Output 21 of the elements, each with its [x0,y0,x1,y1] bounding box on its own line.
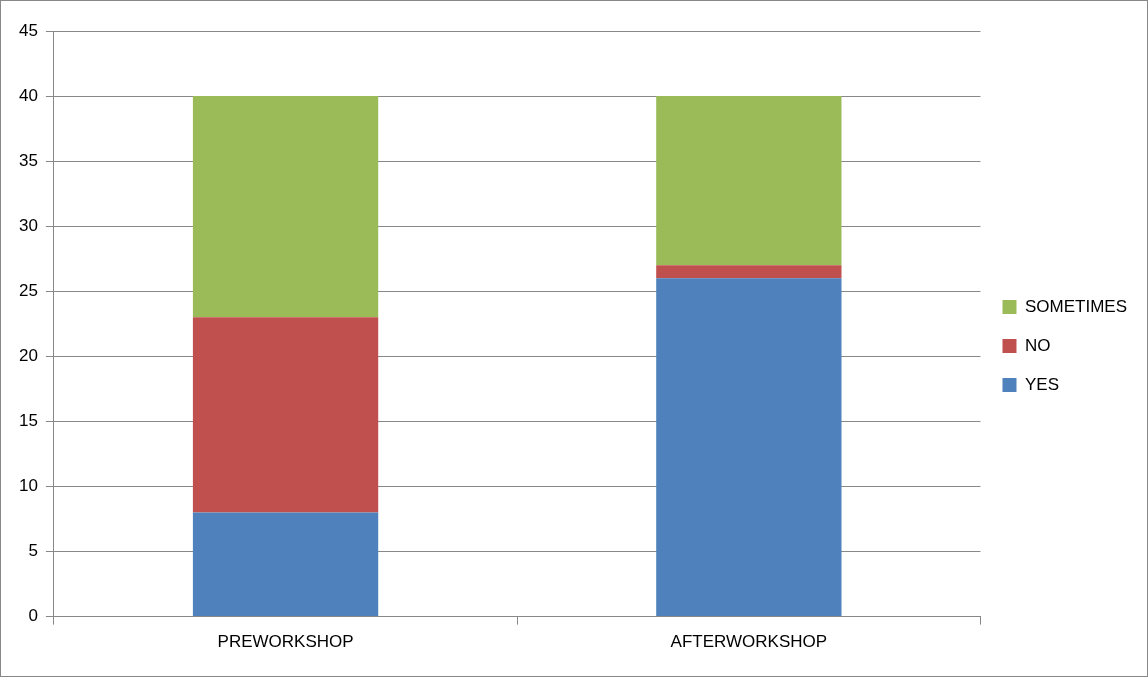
x-tick-label: AFTERWORKSHOP [670,632,828,652]
y-tick-label: 5 [28,541,38,561]
legend-label: NO [1024,335,1051,355]
bar [656,265,842,279]
bar [656,96,842,266]
y-tick-label: 35 [18,150,38,170]
y-tick-label: 15 [18,411,38,431]
y-tick-label: 20 [18,346,38,366]
y-tick-label: 10 [18,476,38,496]
x-tick-label: PREWORKSHOP [217,632,354,652]
bar [192,317,379,513]
legend-label: SOMETIMES [1024,296,1128,316]
y-tick-label: 0 [28,606,38,626]
bar [656,278,842,617]
legend-label: YES [1024,374,1060,394]
y-tick-label: 25 [18,280,38,300]
y-tick-label: 45 [18,20,38,40]
y-tick-label: 30 [18,215,38,235]
bar [192,512,379,617]
bar [192,96,379,318]
y-tick-label: 40 [18,85,38,105]
